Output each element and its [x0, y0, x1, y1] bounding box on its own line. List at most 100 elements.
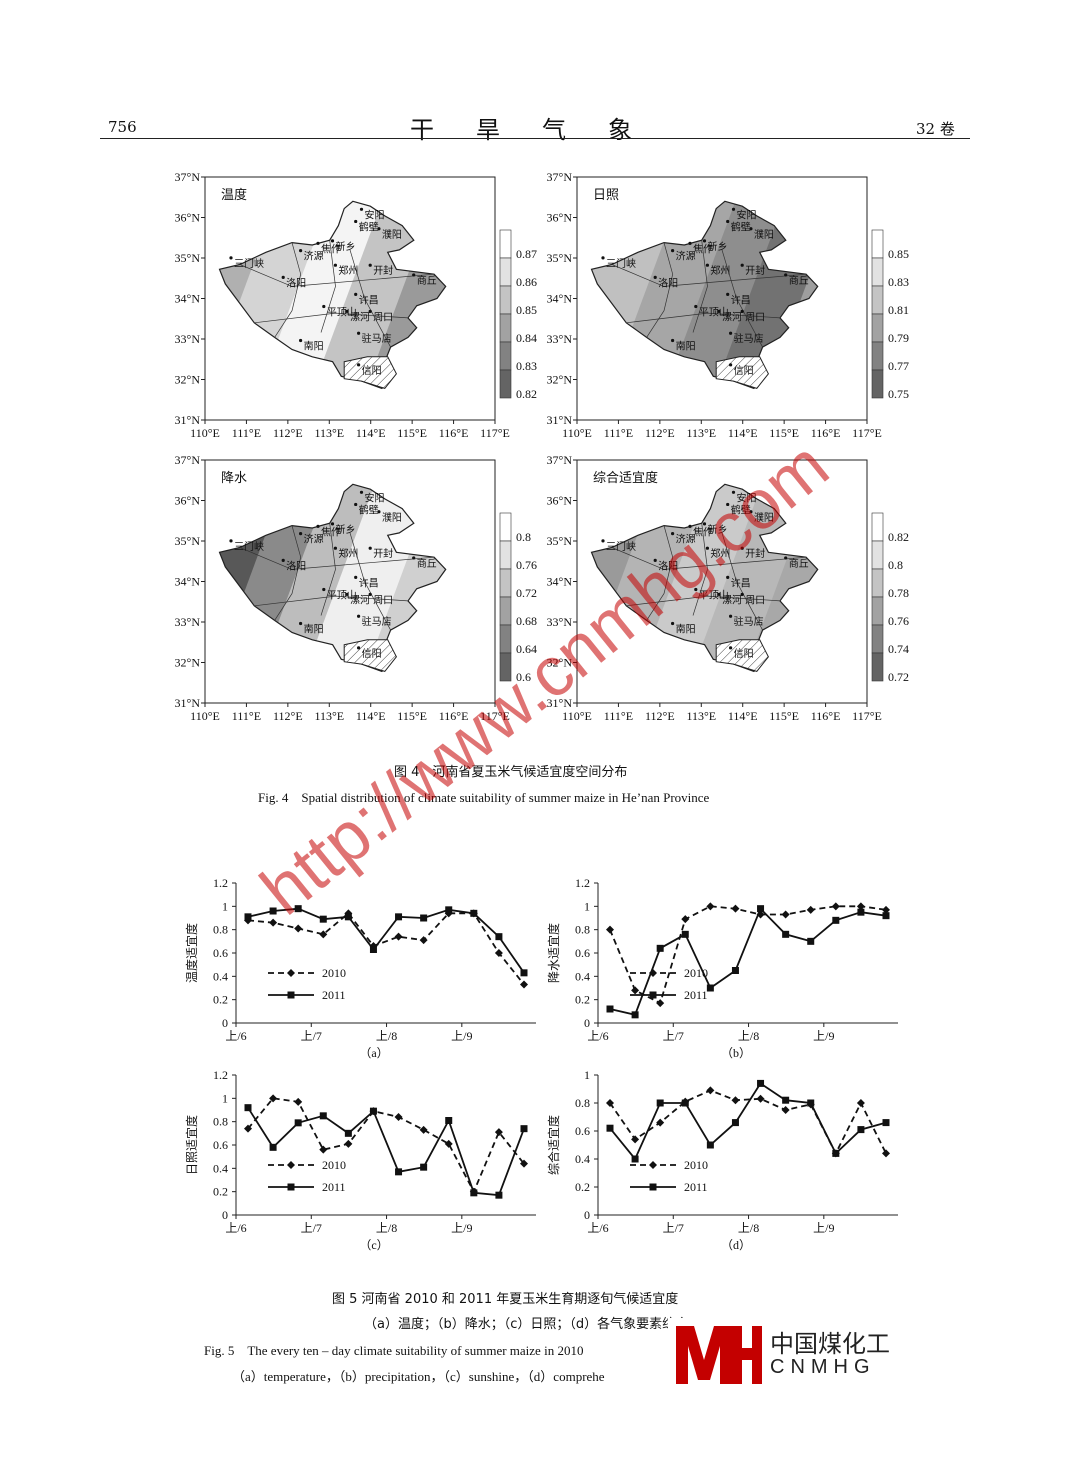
legend-swatch — [871, 568, 884, 598]
city-label: 漯河 — [722, 594, 742, 606]
city-dot — [357, 614, 361, 618]
data-point-2011 — [420, 1163, 428, 1171]
data-point-2011 — [369, 1107, 377, 1115]
city-dot — [740, 592, 744, 596]
data-point-2010 — [856, 902, 865, 911]
x-tick-label: 上/9 — [813, 1221, 834, 1235]
legend-swatch — [499, 313, 512, 343]
district-boundary — [611, 547, 807, 570]
lon-label: 113°E — [686, 709, 716, 723]
data-point-2011 — [706, 984, 714, 992]
y-tick-label: 0.8 — [575, 1096, 590, 1110]
city-label: 商丘 — [789, 274, 809, 287]
city-label: 南阳 — [304, 340, 324, 353]
data-point-2011 — [857, 908, 865, 916]
city-label: 洛阳 — [658, 276, 678, 289]
city-dot — [729, 363, 733, 367]
legend-swatch — [871, 313, 884, 343]
journal-title: 干旱气象 — [410, 116, 674, 144]
lat-label: 35°N — [547, 534, 573, 548]
city-label: 周口 — [373, 311, 393, 323]
city-dot — [740, 263, 744, 267]
province-boundary — [218, 483, 447, 673]
data-point-2010 — [731, 1096, 740, 1105]
legend-swatch — [499, 540, 512, 570]
lon-label: 111°E — [604, 709, 633, 723]
legend-swatch — [499, 624, 512, 654]
city-label: 安阳 — [365, 208, 385, 221]
city-label: 漯河 — [350, 594, 370, 606]
legend-swatch — [871, 540, 884, 570]
district-boundary — [646, 525, 674, 621]
data-point-2011 — [319, 915, 327, 923]
data-point-2011 — [782, 1096, 790, 1104]
series-line-2011 — [247, 1107, 525, 1197]
map-title: 综合适宜度 — [593, 470, 658, 486]
city-label: 平顶山 — [327, 307, 357, 319]
legend-label: 2011 — [684, 988, 708, 1002]
district-boundary — [692, 240, 708, 333]
city-label: 周口 — [745, 594, 765, 606]
city-label: 许昌 — [731, 577, 751, 589]
city-dot — [784, 556, 788, 560]
panel-label: （c） — [359, 1238, 388, 1252]
lon-label: 117°E — [852, 709, 882, 723]
lat-label: 36°N — [547, 211, 573, 225]
lon-label: 112°E — [273, 709, 303, 723]
figure-4-caption-cn: 图 4 河南省夏玉米气候适宜度空间分布 — [394, 765, 628, 780]
y-tick-label: 0.8 — [213, 923, 228, 937]
data-point-2010 — [520, 980, 528, 989]
city-dot — [377, 510, 381, 514]
data-point-2010 — [882, 1149, 890, 1158]
lon-label: 111°E — [232, 709, 261, 723]
city-dot — [671, 249, 675, 253]
city-label: 开封 — [745, 547, 765, 560]
x-tick-label: 上/6 — [587, 1029, 608, 1043]
city-label: 鹤壁 — [731, 503, 751, 516]
city-dot — [345, 592, 349, 596]
lat-label: 32°N — [175, 656, 201, 670]
lat-label: 31°N — [547, 696, 573, 710]
y-tick-label: 0.8 — [575, 923, 590, 937]
city-dot — [322, 587, 326, 592]
city-dot — [316, 524, 320, 528]
city-label: 新乡 — [708, 523, 728, 536]
y-tick-label: 1.2 — [575, 876, 590, 890]
data-point-2010 — [731, 904, 740, 913]
city-label: 三门峡 — [234, 257, 264, 270]
data-point-2011 — [807, 1099, 815, 1107]
header-rule — [100, 138, 970, 139]
figure-5-caption-en: Fig. 5 The every ten – day climate suita… — [204, 1343, 584, 1358]
map-title: 降水 — [221, 471, 247, 486]
data-point-2011 — [420, 914, 428, 922]
y-tick-label: 0.4 — [575, 1152, 590, 1166]
city-dot — [740, 546, 744, 550]
map-title: 日照 — [593, 188, 619, 203]
lon-label: 115°E — [397, 426, 427, 440]
district-boundary — [254, 312, 409, 324]
series-line-2011 — [247, 907, 525, 974]
lat-label: 37°N — [547, 453, 573, 467]
data-point-2010 — [494, 949, 503, 957]
city-dot — [333, 263, 337, 267]
y-axis-label: 温度适宜度 — [184, 923, 199, 983]
data-point-2010 — [344, 1139, 353, 1148]
y-tick-label: 0 — [584, 1208, 590, 1222]
city-label: 安阳 — [365, 491, 385, 504]
city-dot — [299, 249, 303, 253]
legend-label: 0.81 — [888, 303, 909, 317]
lon-label: 112°E — [645, 426, 675, 440]
data-point-2011 — [369, 946, 377, 953]
city-dot — [688, 241, 692, 245]
y-axis-label: 日照适宜度 — [184, 1115, 199, 1175]
lat-label: 33°N — [175, 332, 201, 346]
legend-marker — [287, 969, 295, 977]
data-point-2011 — [520, 969, 528, 977]
y-tick-label: 0.6 — [213, 946, 228, 960]
lon-label: 116°E — [439, 709, 469, 723]
city-label: 平顶山 — [327, 590, 357, 602]
city-label: 济源 — [676, 533, 696, 546]
city-label: 济源 — [676, 250, 696, 263]
data-point-2011 — [395, 913, 403, 921]
city-dot — [359, 490, 364, 494]
